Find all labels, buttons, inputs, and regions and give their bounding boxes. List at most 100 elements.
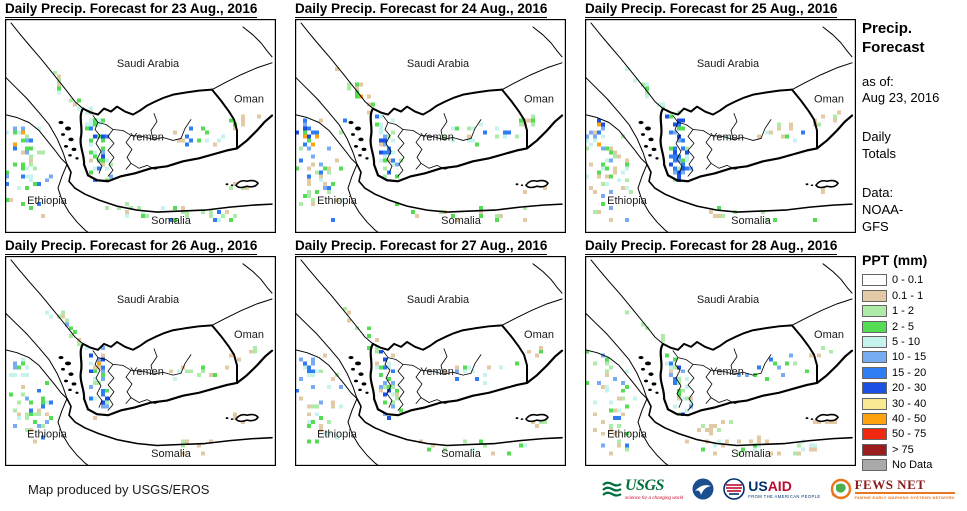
precip-cell — [21, 162, 25, 167]
precip-cell — [593, 134, 597, 139]
island — [651, 382, 657, 386]
data-source-block: Data: NOAA-GFS — [862, 185, 914, 236]
precip-cell — [307, 424, 311, 428]
socotra-island — [525, 179, 549, 189]
forecast-map: Saudi Arabia Oman Yemen Ethiopia Somalia — [5, 19, 276, 233]
precip-cell — [65, 318, 69, 323]
precip-cell — [797, 443, 801, 448]
forecast-panel-4: Daily Precip. Forecast for 26 Aug., 2016… — [5, 238, 276, 466]
country-border — [376, 114, 564, 183]
precip-cell — [593, 130, 597, 135]
island — [810, 418, 814, 420]
precip-cell — [327, 384, 331, 389]
precip-cell — [609, 408, 613, 413]
precip-cell — [685, 396, 689, 401]
precip-cell — [315, 170, 319, 175]
country-border — [646, 397, 853, 447]
precip-cell — [25, 186, 29, 191]
precip-cell — [37, 182, 41, 187]
precip-cell — [85, 122, 89, 127]
island — [365, 157, 369, 160]
precip-cell — [617, 178, 621, 183]
precip-cell — [383, 154, 387, 159]
precip-cell — [89, 106, 93, 111]
precip-cell — [585, 138, 589, 143]
precip-cell — [833, 118, 837, 123]
precip-cell — [769, 130, 773, 135]
country-border — [57, 163, 90, 233]
precip-cell — [319, 178, 323, 183]
precip-cell — [605, 369, 609, 374]
precip-cell — [443, 134, 447, 139]
precip-cell — [213, 142, 217, 147]
map-label-saudi: Saudi Arabia — [697, 58, 760, 70]
precip-cell — [229, 218, 233, 223]
precip-cell — [339, 198, 343, 203]
precip-cell — [161, 206, 165, 211]
precip-cell — [25, 174, 29, 179]
precip-cell — [97, 118, 101, 123]
map-label-oman: Oman — [234, 329, 264, 341]
precip-cell — [677, 396, 681, 401]
precip-cell — [519, 118, 523, 123]
precip-cell — [173, 218, 177, 223]
precip-cell — [689, 396, 693, 401]
precip-cell — [685, 166, 689, 171]
precip-cell — [307, 404, 311, 409]
precip-cell — [601, 134, 605, 139]
precip-cell — [597, 381, 601, 385]
precip-cell — [673, 381, 677, 385]
precip-cell — [677, 158, 681, 163]
precip-cell — [311, 162, 315, 167]
legend-entry: 50 - 75 — [862, 427, 964, 442]
precip-cell — [495, 126, 499, 131]
precip-cell — [89, 118, 93, 123]
precip-cell — [21, 166, 25, 171]
island — [351, 367, 355, 371]
precip-cell — [681, 138, 685, 143]
precip-cell — [665, 361, 669, 366]
precip-cell — [33, 439, 37, 444]
map-label-somalia: Somalia — [441, 215, 482, 227]
precip-cell — [25, 427, 29, 432]
precip-cell — [201, 369, 205, 374]
precip-cell — [21, 373, 25, 378]
data-source-label: Data: — [862, 185, 894, 201]
precip-cell — [601, 166, 605, 171]
precip-cell — [105, 388, 109, 393]
precip-cell — [221, 134, 225, 139]
legend-title: PPT (mm) — [862, 251, 928, 268]
precip-cell — [383, 142, 387, 147]
precip-cell — [315, 130, 319, 135]
precip-cell — [829, 349, 833, 354]
precip-cell — [101, 134, 105, 139]
precip-cell — [319, 424, 323, 428]
precip-cell — [499, 365, 503, 370]
country-border — [420, 162, 454, 170]
country-border — [585, 312, 648, 400]
precip-cell — [379, 114, 383, 119]
precip-cell — [605, 146, 609, 151]
country-border — [295, 312, 358, 400]
island — [68, 388, 72, 391]
precip-cell — [661, 102, 665, 107]
legend-label: 50 - 75 — [892, 428, 927, 441]
precip-cell — [209, 214, 213, 219]
precip-cell — [717, 206, 721, 211]
precip-cell — [789, 353, 793, 358]
forecast-panel-2: Daily Precip. Forecast for 24 Aug., 2016… — [295, 1, 566, 233]
precip-cell — [701, 447, 705, 452]
precip-cell — [25, 373, 29, 378]
panel-title: Daily Precip. Forecast for 25 Aug., 2016 — [585, 1, 856, 18]
country-border — [677, 122, 695, 177]
precip-cell — [415, 214, 419, 219]
precip-cell — [519, 443, 523, 448]
precip-cell — [585, 174, 589, 179]
precip-cell — [303, 361, 307, 366]
precip-cell — [753, 373, 757, 378]
precip-cell — [379, 158, 383, 163]
precip-cell — [335, 198, 339, 203]
precip-cell — [539, 345, 543, 350]
precip-cell — [241, 420, 245, 424]
precip-cell — [411, 210, 415, 215]
